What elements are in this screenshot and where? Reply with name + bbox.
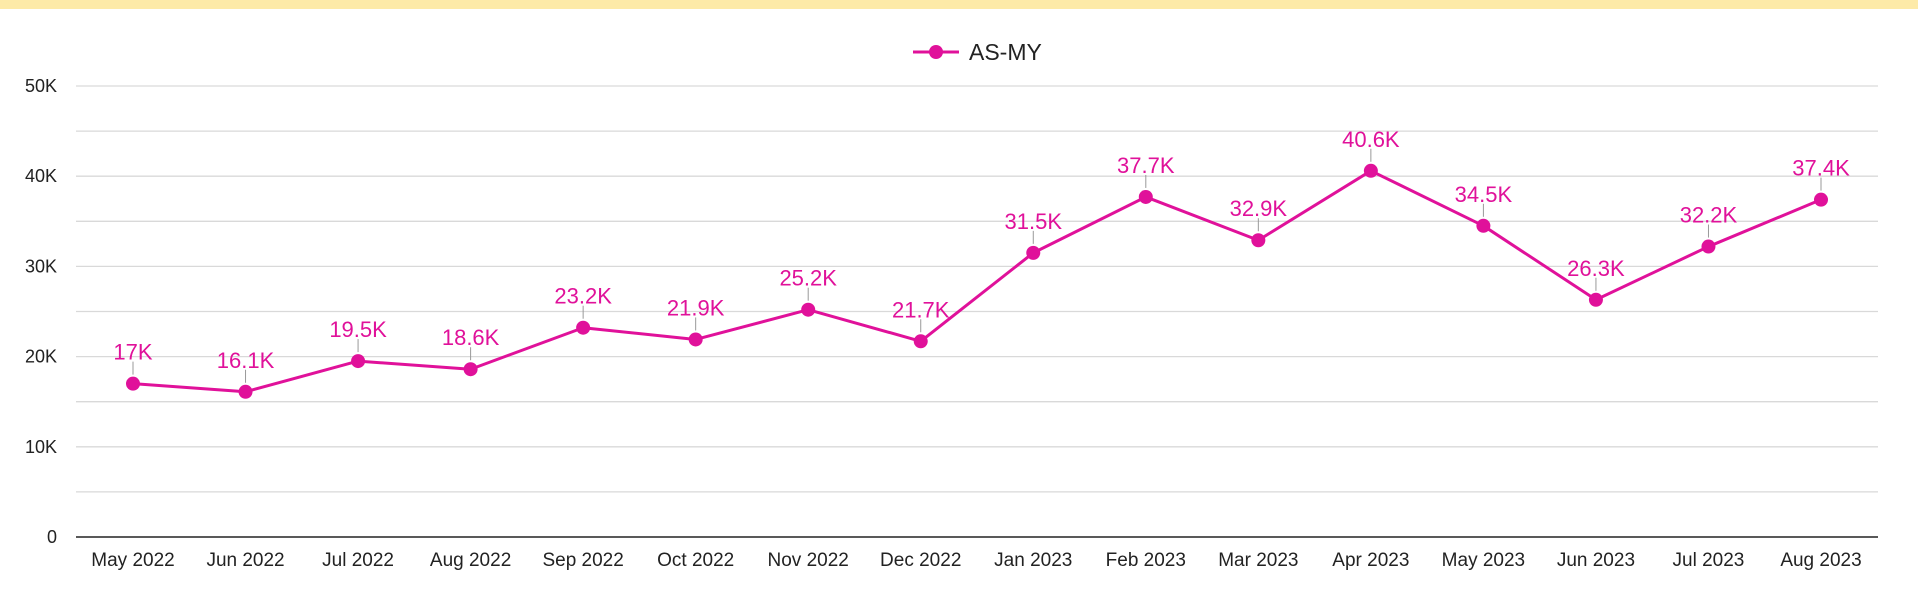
x-tick-label: May 2023 — [1442, 550, 1525, 571]
data-label: 37.4K — [1792, 156, 1850, 181]
y-tick-label: 40K — [25, 166, 57, 186]
legend-label: AS-MY — [969, 39, 1042, 65]
data-point — [1363, 163, 1378, 178]
x-tick-label: Jun 2023 — [1557, 550, 1635, 571]
data-label: 40.6K — [1342, 127, 1400, 152]
data-point — [576, 320, 591, 335]
x-tick-label: Jul 2023 — [1673, 550, 1745, 571]
data-label: 26.3K — [1567, 256, 1625, 281]
data-label: 32.9K — [1230, 196, 1288, 221]
data-label: 18.6K — [442, 325, 500, 350]
series-line — [132, 169, 1822, 394]
legend-marker-dot — [929, 45, 943, 59]
data-point — [1476, 218, 1491, 233]
data-point — [126, 376, 140, 391]
data-label: 21.9K — [667, 295, 725, 320]
y-tick-label: 20K — [25, 347, 57, 367]
data-label: 17K — [113, 340, 152, 365]
data-label: 31.5K — [1005, 209, 1063, 234]
data-point — [1026, 245, 1041, 260]
x-tick-label: Jul 2022 — [322, 550, 394, 571]
data-point — [1701, 239, 1716, 254]
y-tick-label: 30K — [25, 256, 57, 276]
x-tick-label: Apr 2023 — [1332, 550, 1409, 571]
x-tick-label: Feb 2023 — [1106, 550, 1186, 571]
x-tick-label: Sep 2022 — [542, 550, 623, 571]
top-accent-bar — [0, 0, 1918, 9]
x-axis: May 2022 Jun 2022 Jul 2022 Aug 2022 Sep 2022… — [91, 550, 1861, 571]
data-point — [801, 302, 816, 317]
data-label: 16.1K — [217, 348, 275, 373]
data-label: 34.5K — [1455, 182, 1513, 207]
data-label: 25.2K — [779, 266, 837, 291]
data-label: 19.5K — [329, 317, 387, 342]
x-tick-label: Jun 2022 — [206, 550, 284, 571]
data-point — [238, 384, 253, 399]
x-tick-label: Aug 2023 — [1780, 550, 1861, 571]
data-point — [1251, 233, 1266, 248]
data-point — [463, 362, 478, 377]
y-tick-label: 0 — [47, 527, 57, 547]
data-point — [688, 332, 703, 347]
data-point — [1138, 189, 1153, 204]
x-tick-label: Nov 2022 — [768, 550, 849, 571]
x-tick-label: Dec 2022 — [880, 550, 961, 571]
x-tick-label: Jan 2023 — [994, 550, 1072, 571]
x-tick-label: May 2022 — [91, 550, 174, 571]
legend[interactable]: AS-MY — [913, 39, 1042, 65]
data-label: 23.2K — [554, 284, 612, 309]
data-label: 32.2K — [1680, 203, 1738, 228]
x-tick-label: Aug 2022 — [430, 550, 511, 571]
x-tick-label: Oct 2022 — [657, 550, 734, 571]
series-as-my: 17K 16.1K 19.5K 18.6K 23.2K 21.9K 25.2K 21.7K 31… — [113, 127, 1850, 399]
data-label: 21.7K — [892, 297, 950, 322]
data-label: 37.7K — [1117, 153, 1175, 178]
x-tick-label: Mar 2023 — [1218, 550, 1298, 571]
data-point — [1814, 192, 1828, 207]
y-axis: 0 10K 20K 30K 40K 50K — [25, 76, 57, 547]
data-point — [913, 334, 928, 349]
data-point — [351, 354, 366, 369]
data-point — [1588, 292, 1603, 307]
gridlines — [76, 85, 1878, 493]
y-tick-label: 50K — [25, 76, 57, 96]
y-tick-label: 10K — [25, 437, 57, 457]
